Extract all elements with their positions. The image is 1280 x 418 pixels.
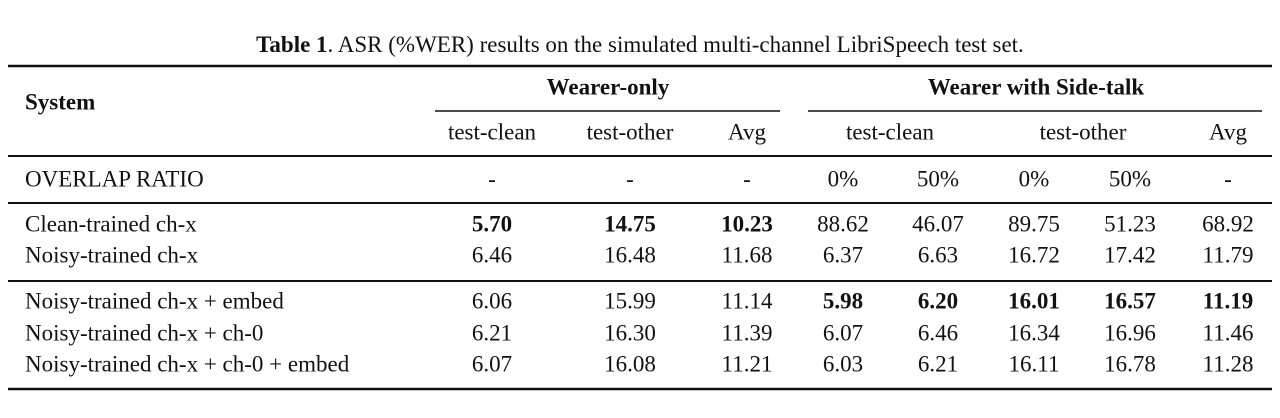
cell: 6.20 [918,288,958,313]
cell: 16.57 [1104,288,1156,313]
cell: 15.99 [604,288,656,313]
column-header: Avg [1209,119,1247,144]
cell: 16.30 [604,320,656,345]
cell: 17.42 [1104,242,1156,267]
cell: 6.46 [472,242,512,267]
cell: - [488,166,496,191]
system-header: System [25,89,95,114]
cell: 5.98 [823,288,863,313]
cell: 6.21 [472,320,512,345]
cell: 6.46 [918,320,958,345]
cell: 89.75 [1008,211,1060,236]
row-label: Noisy-trained ch-x + embed [25,288,284,313]
caption: Table 1. ASR (%WER) results on the simul… [256,32,1024,57]
row-label: Noisy-trained ch-x + ch-0 [25,320,263,345]
cell: 11.68 [722,242,773,267]
cell: 46.07 [912,211,964,236]
cell: 50% [1109,166,1151,191]
column-header: test-clean [846,119,935,144]
cell: - [743,166,751,191]
cell: 16.08 [604,351,656,376]
cell: 88.62 [817,211,869,236]
cell: 51.23 [1104,211,1156,236]
cell: 16.34 [1008,320,1060,345]
cell: 6.07 [823,320,863,345]
cell: 0% [828,166,859,191]
cell: 11.28 [1203,351,1254,376]
cell: 11.79 [1203,242,1254,267]
cell: 16.72 [1008,242,1060,267]
group-header: Wearer with Side-talk [928,74,1145,99]
cell: 6.07 [472,351,512,376]
cell: 6.37 [823,242,863,267]
column-header: test-other [1040,119,1127,144]
column-header: Avg [728,119,766,144]
column-header: test-other [587,119,674,144]
cell: 5.70 [472,211,512,236]
caption-text: . ASR (%WER) results on the simulated mu… [328,32,1024,57]
cell: 16.48 [604,242,656,267]
cell: 11.19 [1203,288,1253,313]
cell: 10.23 [721,211,773,236]
cell: 16.78 [1104,351,1156,376]
column-header: test-clean [448,119,537,144]
cell: 11.46 [1203,320,1254,345]
cell: 16.96 [1104,320,1156,345]
row-label: OVERLAP RATIO [25,166,204,191]
row-label: Clean-trained ch-x [25,211,197,236]
cell: 6.63 [918,242,958,267]
cell: 6.06 [472,288,512,313]
cell: 11.39 [722,320,773,345]
cell: 14.75 [604,211,656,236]
cell: - [1224,166,1232,191]
cell: 6.21 [918,351,958,376]
cell: 11.14 [722,288,773,313]
cell: 68.92 [1202,211,1254,236]
cell: 11.21 [722,351,773,376]
group-header: Wearer-only [547,74,670,99]
caption-label: Table 1 [256,32,327,57]
row-label: Noisy-trained ch-x + ch-0 + embed [25,351,350,376]
cell: 0% [1019,166,1050,191]
cell: 6.03 [823,351,863,376]
cell: 16.01 [1008,288,1060,313]
cell: 16.11 [1009,351,1060,376]
cell: 50% [917,166,959,191]
cell: - [626,166,634,191]
row-label: Noisy-trained ch-x [25,242,199,267]
